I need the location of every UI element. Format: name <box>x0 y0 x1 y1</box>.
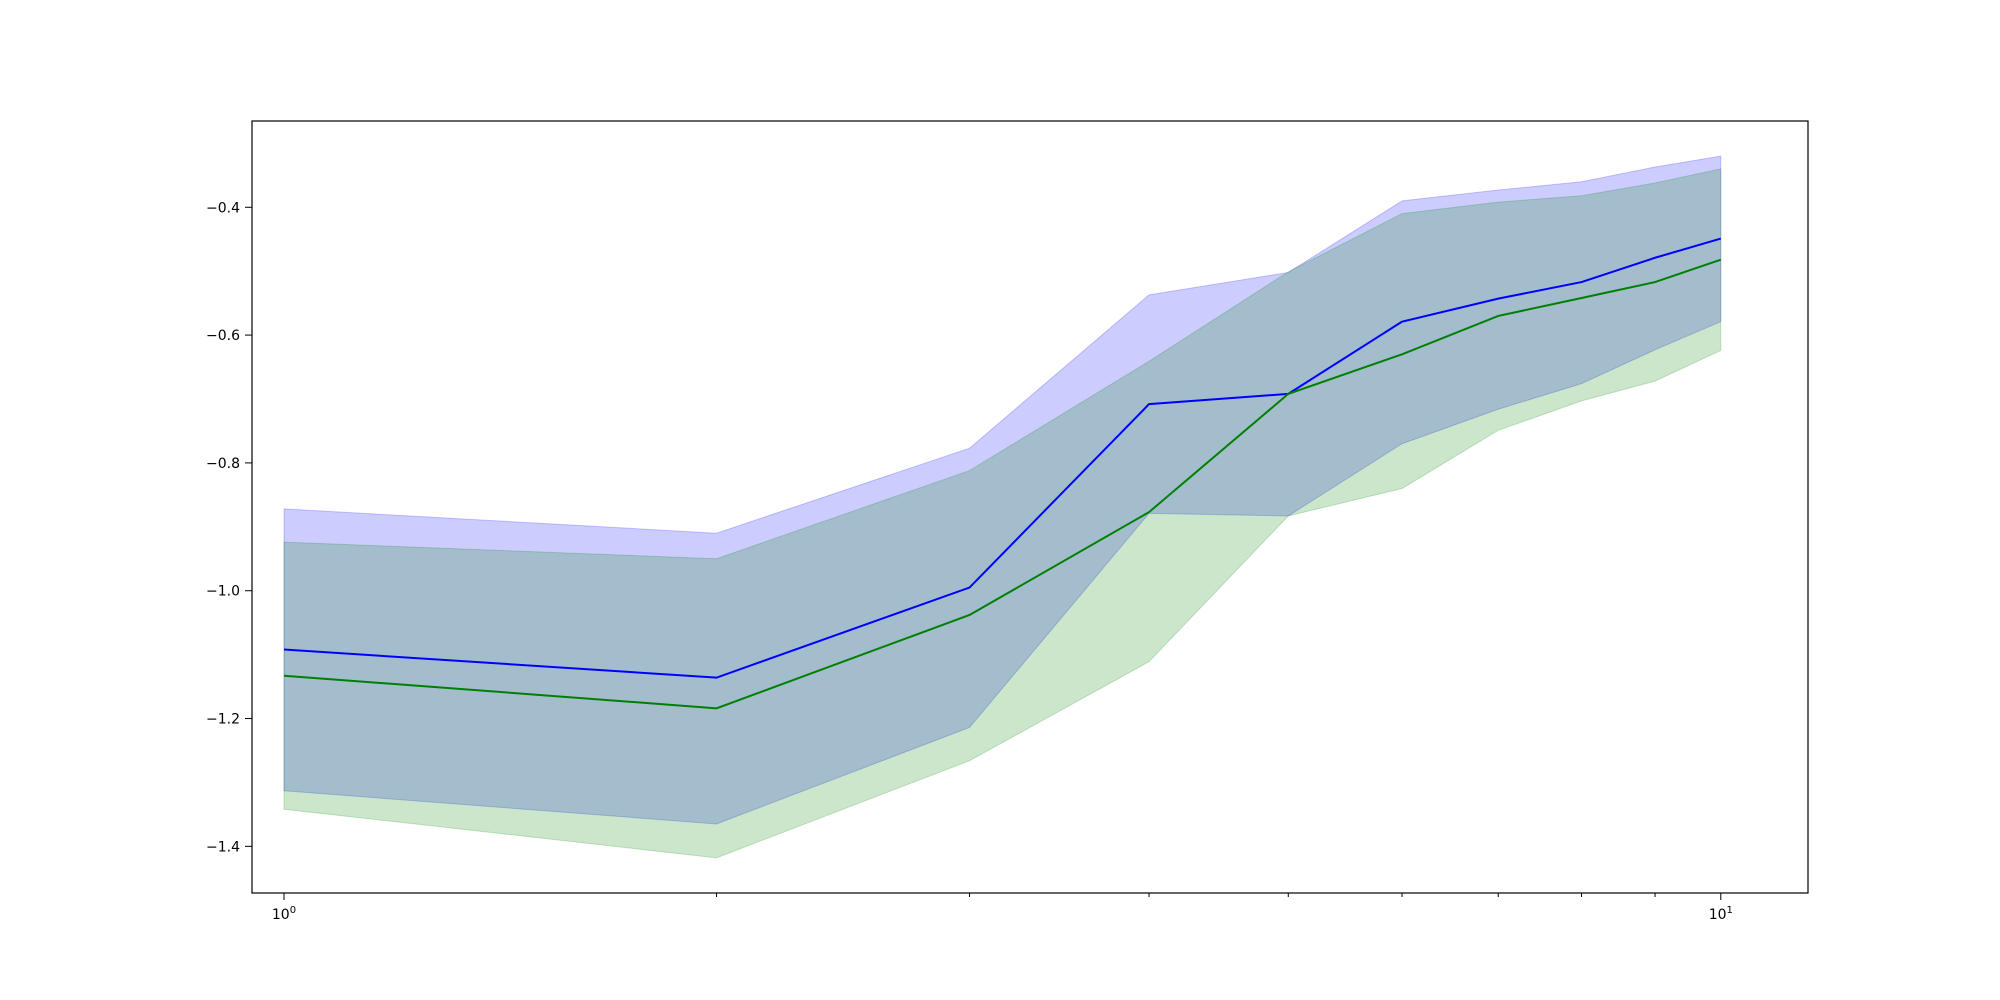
y-tick-label: −1.4 <box>206 839 240 855</box>
y-tick-label: −1.0 <box>206 584 240 600</box>
y-tick-label: −0.6 <box>206 328 240 344</box>
x-tick-label: 101 <box>1709 905 1733 923</box>
y-tick-label: −0.8 <box>206 456 240 472</box>
y-tick-label: −0.4 <box>206 200 240 216</box>
y-axis: −1.4 −1.2 −1.0 −0.8 −0.6 −0.4 <box>206 200 252 855</box>
lines-layer <box>283 237 1722 710</box>
series-1-band <box>283 155 1722 825</box>
x-tick-label: 100 <box>272 905 296 923</box>
bands-layer <box>283 155 1722 859</box>
series-2-line <box>283 258 1722 710</box>
x-axis: 100 101 <box>272 893 1733 923</box>
plot-frame <box>251 120 1809 894</box>
series-2-band <box>283 168 1722 859</box>
series-1-line <box>283 237 1722 679</box>
y-tick-label: −1.2 <box>206 712 240 728</box>
